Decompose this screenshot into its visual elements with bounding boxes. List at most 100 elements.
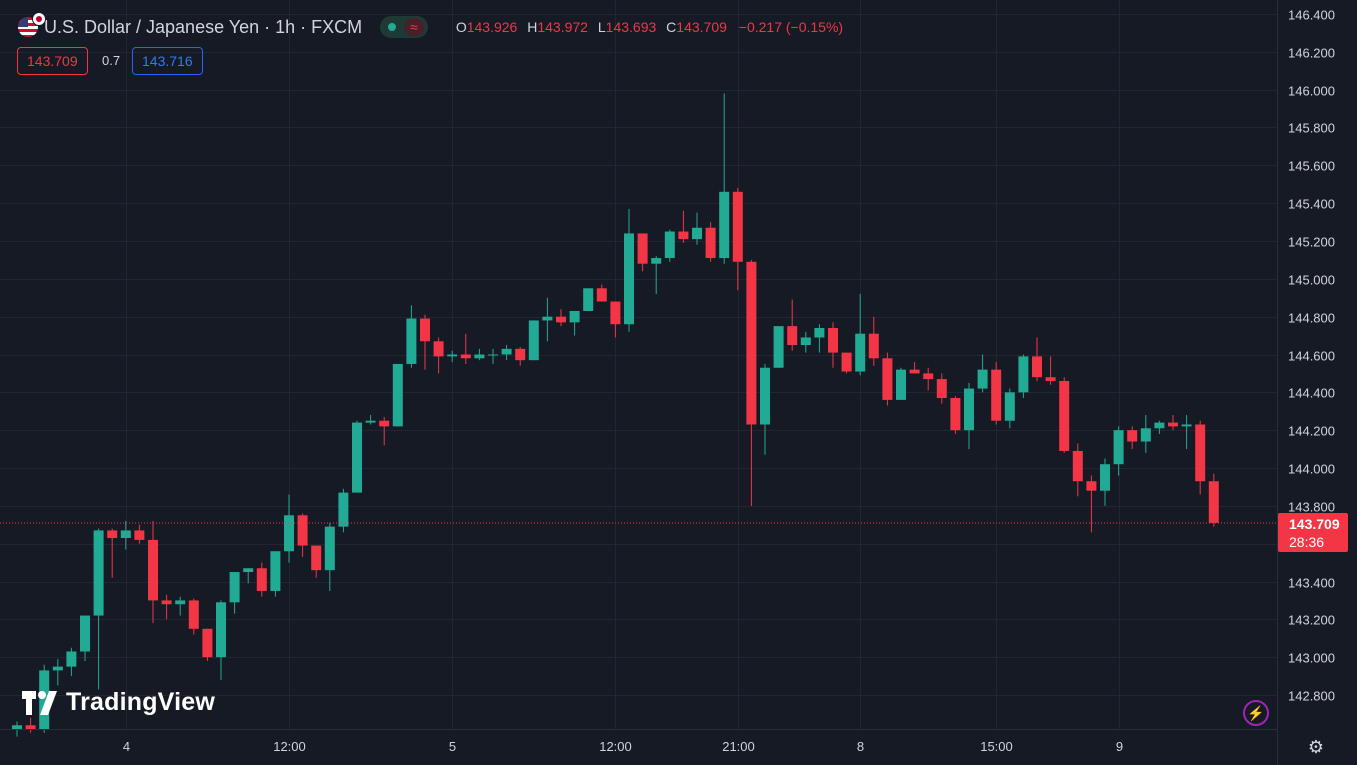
buy-price-button[interactable]: 143.716 (132, 47, 203, 75)
price-tick-label: 146.000 (1288, 84, 1335, 99)
low-label: L (597, 19, 606, 35)
gear-icon[interactable]: ⚙ (1307, 737, 1325, 757)
candle-body (1004, 392, 1015, 421)
candle-body (610, 301, 621, 325)
candle-body (1127, 430, 1138, 442)
candle-body (596, 288, 607, 302)
data-delay-icon: ≈ (404, 18, 424, 36)
candle-body (732, 191, 743, 262)
candle-body (270, 551, 281, 591)
candle-body (1045, 377, 1056, 381)
candle-body (841, 352, 852, 372)
jpy-flag-icon (32, 12, 46, 26)
candle-body (107, 530, 118, 538)
candle-body (352, 422, 362, 493)
time-tick-label: 9 (1116, 739, 1123, 754)
bar-countdown: 28:36 (1289, 534, 1325, 550)
price-tick-label: 144.600 (1288, 349, 1335, 364)
price-tick-label: 144.400 (1288, 386, 1335, 401)
candle-body (1072, 450, 1083, 482)
candle-body (624, 233, 634, 325)
candle-body (392, 363, 403, 427)
candle-body (977, 369, 988, 389)
candle-body (175, 600, 186, 605)
candle-body (202, 628, 213, 658)
candle-body (365, 420, 376, 423)
candle-body (1140, 428, 1151, 442)
tradingview-logo[interactable]: TradingView (22, 688, 215, 717)
candle-body (855, 333, 866, 372)
candle-body (120, 530, 131, 538)
price-tick-label: 145.800 (1288, 121, 1335, 136)
high-label: H (527, 19, 538, 35)
price-tick-label: 144.000 (1288, 462, 1335, 477)
candle-body (229, 572, 240, 603)
candle-body (1208, 481, 1219, 523)
candle-body (66, 651, 77, 667)
high-value: 143.972 (537, 19, 588, 35)
candle-body (828, 328, 838, 353)
candle-body (1018, 356, 1029, 393)
candle-body (746, 261, 757, 425)
time-tick-label: 5 (449, 739, 456, 754)
logo-text: TradingView (66, 688, 216, 716)
candle-body (297, 515, 308, 546)
candle-body (1059, 380, 1070, 451)
price-axis[interactable]: 146.400 146.200 146.000 145.800 145.600 145.4… (1288, 8, 1335, 704)
candle-body (488, 354, 498, 356)
chart-header: U.S. Dollar / Japanese Yen · 1h · FXCM ≈… (18, 12, 843, 40)
time-tick-label: 12:00 (273, 739, 306, 754)
time-tick-label: 21:00 (722, 739, 755, 754)
close-value: 143.709 (676, 19, 727, 35)
candle-body (664, 231, 675, 259)
candle-body (284, 515, 294, 552)
lightning-icon[interactable]: ⚡ (1243, 700, 1269, 726)
tradingview-logo-icon (22, 690, 57, 715)
candle-body (1195, 424, 1206, 482)
candle-body (39, 670, 50, 730)
candle-body (52, 666, 63, 671)
candle-body (188, 600, 199, 629)
candle-body (447, 354, 458, 357)
candle-body (161, 600, 172, 605)
price-tick-label: 143.000 (1288, 651, 1335, 666)
candle-body (760, 367, 770, 425)
candle-body (936, 379, 947, 399)
candle-body (705, 227, 716, 259)
time-tick-label: 8 (857, 739, 864, 754)
candle-body (1168, 422, 1178, 427)
price-tick-label: 145.200 (1288, 235, 1335, 250)
time-tick-label: 4 (123, 739, 130, 754)
candle-body (324, 526, 335, 571)
candle-body (379, 420, 390, 427)
candle-body (420, 318, 430, 342)
candle-body (651, 258, 662, 264)
candle-body (93, 530, 104, 616)
candle-body (787, 326, 798, 346)
candle-body (991, 369, 1002, 421)
candle-body (148, 539, 158, 601)
symbol-title[interactable]: U.S. Dollar / Japanese Yen · 1h · FXCM (44, 16, 363, 37)
candle-body (692, 227, 702, 240)
candle-body (474, 354, 485, 359)
candle-body (868, 333, 879, 359)
candle-body (1113, 430, 1124, 465)
candle-body (501, 348, 512, 355)
market-status[interactable]: ≈ (380, 16, 428, 38)
candle-body (882, 358, 893, 400)
candle-body (814, 328, 825, 338)
candle-body (460, 354, 471, 359)
candle-body (515, 348, 526, 361)
time-axis[interactable]: 4 12:00 5 12:00 21:00 8 15:00 9 (123, 739, 1123, 754)
candle-body (950, 398, 961, 431)
candle-body (719, 191, 730, 259)
sell-price-button[interactable]: 143.709 (17, 47, 88, 75)
candle-body (1100, 464, 1110, 491)
candle-body (528, 320, 539, 361)
candle-body (583, 288, 594, 311)
price-tick-label: 146.200 (1288, 46, 1335, 61)
price-tick-label: 143.800 (1288, 500, 1335, 515)
candle-body (25, 725, 36, 730)
candle-body (1032, 356, 1042, 378)
